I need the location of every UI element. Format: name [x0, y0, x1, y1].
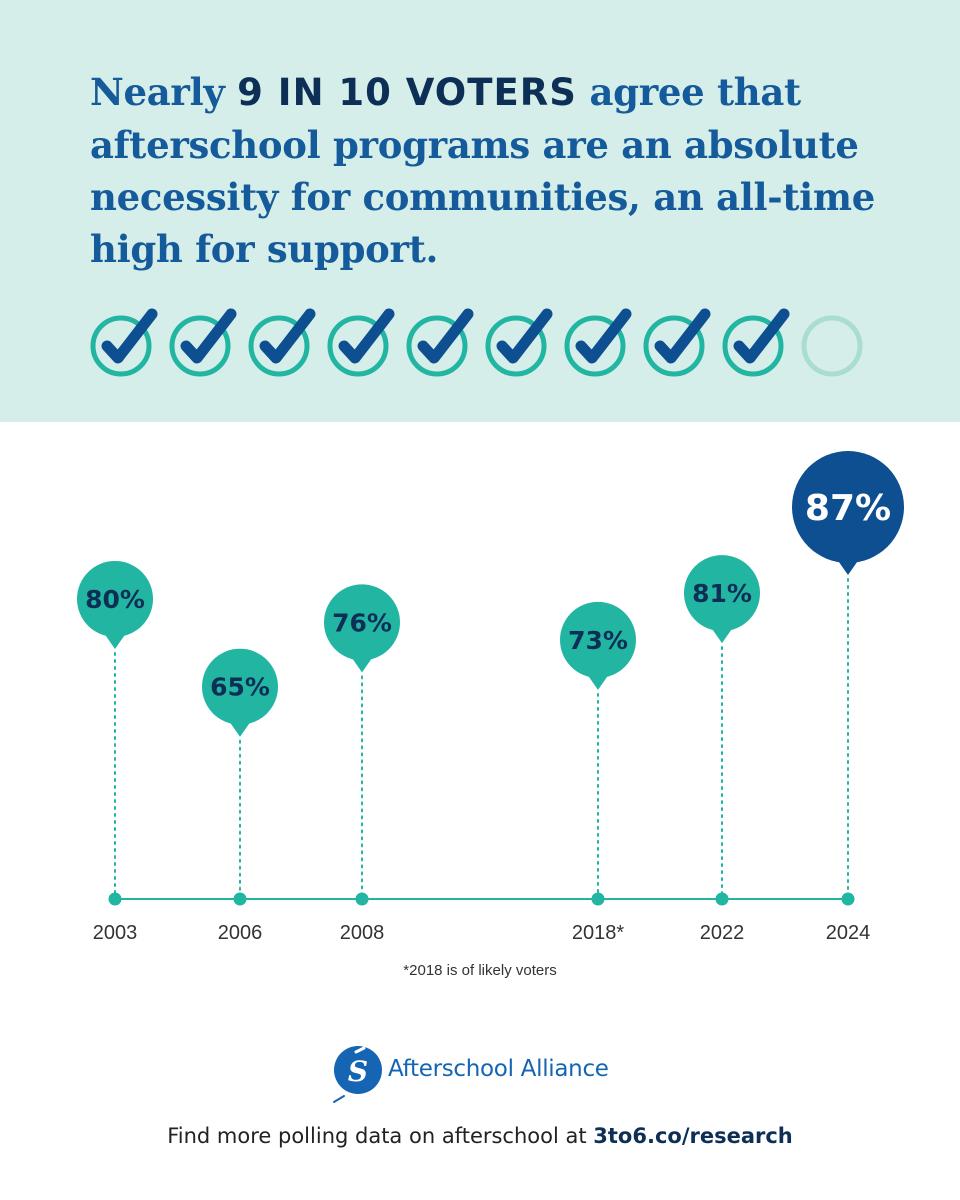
axis-point — [841, 892, 855, 906]
value-label: 87% — [805, 488, 891, 529]
brand-name: Afterschool Alliance — [388, 1056, 609, 1082]
checkmark-row — [88, 308, 878, 388]
checkmark-icon — [643, 308, 711, 377]
checkmark-icon — [90, 308, 158, 377]
checkmark-icon — [327, 308, 395, 377]
value-label: 76% — [332, 608, 392, 637]
marker-bubble — [684, 555, 760, 632]
checkmark-icon — [406, 308, 474, 377]
axis-point — [591, 892, 605, 906]
year-label: 2022 — [700, 922, 745, 944]
year-label: 2003 — [93, 922, 138, 944]
axis-point — [233, 892, 247, 906]
checkmark-icon — [564, 308, 632, 377]
brand: S Afterschool Alliance — [330, 1040, 650, 1104]
footnote: *2018 is of likely voters — [403, 962, 557, 979]
headline-emphasis: 9 IN 10 VOTERS — [237, 71, 577, 114]
checkmark-icon — [722, 308, 790, 377]
axis-point — [355, 892, 369, 906]
timeline-chart: 80% 2003 65% 2006 76% 2008 73% 2018* 81% 2022 87% 2… — [77, 451, 904, 944]
value-label: 65% — [210, 673, 270, 702]
headline-rest: agree that afterschool programs are an a… — [90, 70, 875, 271]
year-label: 2006 — [218, 922, 263, 944]
cta-text: Find more polling data on afterschool at — [167, 1124, 594, 1148]
value-label: 81% — [692, 579, 752, 608]
checkmark-icon — [485, 308, 553, 377]
axis-point — [715, 892, 729, 906]
svg-text:S: S — [348, 1055, 368, 1088]
marker-bubble — [560, 601, 636, 678]
marker-bubble — [202, 648, 278, 725]
checkmark-icon — [169, 308, 237, 377]
headline: Nearly 9 IN 10 VOTERS agree that aftersc… — [90, 66, 890, 275]
empty-circle-icon — [801, 315, 863, 377]
value-label: 80% — [85, 585, 145, 614]
year-label: 2024 — [826, 922, 871, 944]
checkmark-icon — [248, 308, 316, 377]
headline-intro: Nearly — [90, 70, 238, 114]
research-link[interactable]: 3to6.co/research — [593, 1124, 793, 1148]
marker-bubble — [77, 560, 153, 637]
call-to-action: Find more polling data on afterschool at… — [0, 1124, 960, 1148]
afterschool-alliance-logo: S — [333, 1046, 382, 1103]
header-panel: Nearly 9 IN 10 VOTERS agree that aftersc… — [0, 0, 960, 422]
marker-bubble — [792, 451, 904, 563]
year-label: 2008 — [340, 922, 385, 944]
marker-bubble — [324, 584, 400, 661]
axis-point — [108, 892, 122, 906]
value-label: 73% — [568, 626, 628, 655]
year-label: 2018* — [572, 922, 624, 944]
